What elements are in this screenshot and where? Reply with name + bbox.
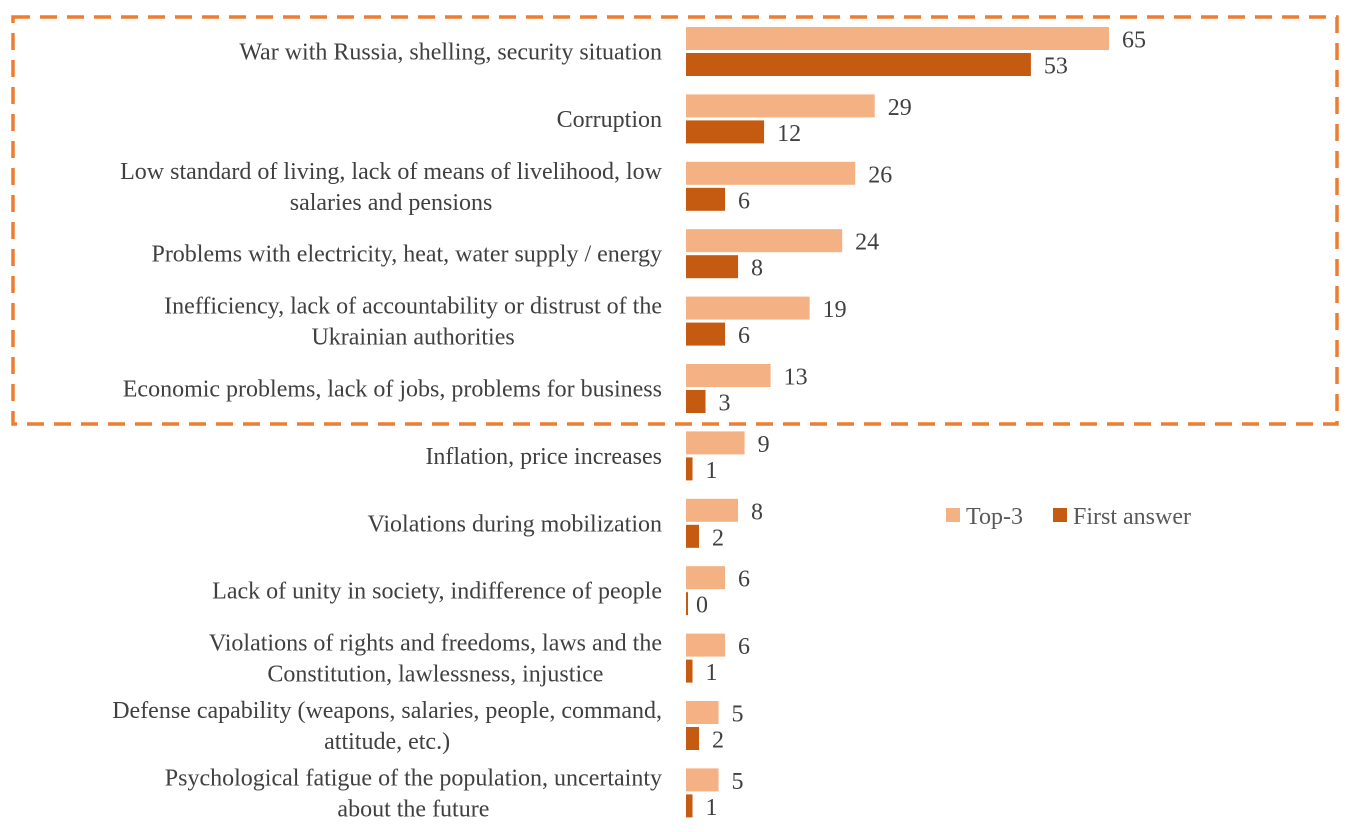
bar-top3-2	[686, 161, 856, 185]
category-label-8: Lack of unity in society, indifference o…	[212, 579, 662, 605]
value-label-top3-8: 6	[738, 567, 750, 593]
bar-top3-9	[686, 633, 726, 657]
value-label-top3-2: 26	[868, 162, 892, 188]
value-label-top3-5: 13	[784, 365, 808, 391]
value-label-first-answer-10: 2	[712, 728, 724, 754]
value-label-top3-1: 29	[888, 95, 912, 121]
value-label-top3-0: 65	[1122, 28, 1146, 54]
category-label-3: Problems with electricity, heat, water s…	[151, 242, 662, 268]
bar-top3-7	[686, 498, 739, 522]
highlight-dashed-box	[11, 15, 1339, 426]
bar-first-answer-6	[686, 457, 693, 481]
value-label-top3-6: 9	[758, 432, 770, 458]
value-label-top3-3: 24	[855, 230, 879, 256]
highlight-layer	[11, 15, 1339, 426]
bars-layer	[686, 27, 1109, 818]
value-label-top3-7: 8	[751, 499, 763, 525]
bar-top3-6	[686, 431, 745, 455]
category-label-11: Psychological fatigue of the population,…	[165, 765, 662, 822]
bar-top3-10	[686, 701, 719, 724]
bar-top3-4	[686, 296, 810, 320]
category-label-9: Violations of rights and freedoms, laws …	[209, 631, 662, 688]
bar-top3-11	[686, 768, 719, 792]
value-label-first-answer-3: 8	[751, 256, 763, 282]
value-label-top3-10: 5	[732, 702, 744, 728]
bar-top3-5	[686, 364, 771, 387]
legend-swatch-first-answer	[1052, 508, 1067, 522]
bar-first-answer-4	[686, 322, 726, 346]
bar-first-answer-0	[686, 53, 1031, 76]
bar-first-answer-7	[686, 524, 700, 548]
value-label-first-answer-1: 12	[777, 121, 801, 147]
bar-first-answer-3	[686, 255, 739, 279]
value-label-first-answer-11: 1	[706, 795, 718, 821]
legend-swatch-top3	[946, 508, 960, 522]
category-label-5: Economic problems, lack of jobs, problem…	[123, 377, 662, 403]
category-label-10: Defense capability (weapons, salaries, p…	[112, 698, 662, 755]
bar-first-answer-5	[686, 390, 706, 413]
legend: Top-3 First answer	[946, 504, 1191, 530]
value-label-first-answer-4: 6	[738, 323, 750, 349]
legend-label-top3: Top-3	[966, 504, 1023, 530]
bar-first-answer-2	[686, 187, 726, 211]
category-label-7: Violations during mobilization	[367, 511, 662, 537]
value-label-first-answer-0: 53	[1044, 54, 1068, 80]
value-label-top3-9: 6	[738, 634, 750, 660]
category-label-4: Inefficiency, lack of accountability or …	[164, 294, 662, 351]
category-labels: War with Russia, shelling, security situ…	[112, 40, 662, 823]
value-label-first-answer-8: 0	[696, 593, 708, 619]
value-label-first-answer-9: 1	[706, 660, 718, 686]
legend-label-first-answer: First answer	[1073, 504, 1191, 530]
bar-first-answer-10	[686, 727, 700, 750]
value-label-first-answer-7: 2	[712, 525, 724, 551]
bar-top3-1	[686, 94, 875, 118]
value-label-top3-4: 19	[823, 297, 847, 323]
bar-first-answer-8	[686, 592, 688, 616]
value-label-first-answer-2: 6	[738, 188, 750, 214]
bar-first-answer-1	[686, 120, 765, 144]
category-label-1: Corruption	[557, 107, 662, 133]
category-label-0: War with Russia, shelling, security situ…	[239, 40, 662, 66]
bar-top3-3	[686, 229, 843, 253]
bar-top3-0	[686, 27, 1109, 50]
bar-first-answer-9	[686, 659, 693, 683]
value-label-first-answer-6: 1	[706, 458, 718, 484]
category-label-6: Inflation, price increases	[425, 444, 662, 470]
value-label-top3-11: 5	[732, 769, 744, 795]
bar-top3-8	[686, 566, 726, 590]
category-label-2: Low standard of living, lack of means of…	[120, 159, 663, 216]
value-label-first-answer-5: 3	[719, 391, 731, 417]
bar-first-answer-11	[686, 794, 693, 818]
